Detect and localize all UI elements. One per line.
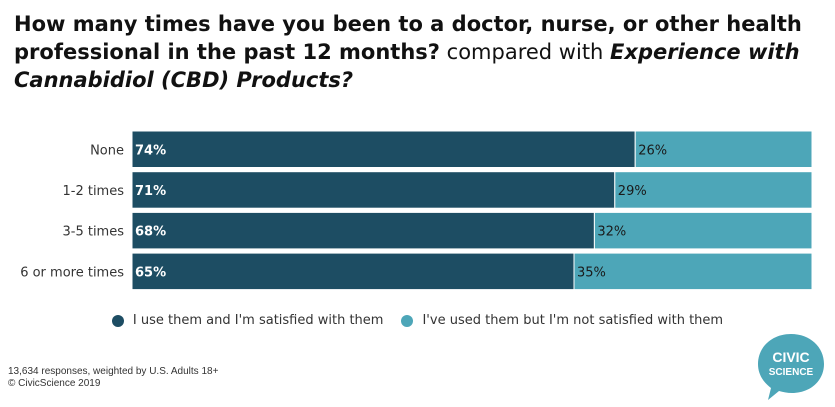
bar-satisfied <box>131 130 636 168</box>
title-variable: Experience with Cannabidiol (CBD) Produc… <box>14 40 800 92</box>
chart-title: How many times have you been to a doctor… <box>14 10 814 94</box>
stacked-bar-chart: None 74% 26% 1-2 times 71% 29% 3-5 times 68% 32%… <box>20 130 813 291</box>
data-label: 74% <box>135 143 166 158</box>
title-question: How many times have you been to a doctor… <box>14 12 802 64</box>
legend-item-satisfied: I use them and I'm satisfied with them <box>111 313 384 328</box>
bar-satisfied <box>131 252 575 291</box>
data-label: 65% <box>135 265 166 280</box>
logo-text-civic: CIVIC <box>772 349 809 365</box>
title-connector: compared with <box>446 40 604 64</box>
data-label: 68% <box>135 225 166 240</box>
legend-label-satisfied: I use them and I'm satisfied with them <box>132 313 384 328</box>
bar-not-satisfied <box>614 171 813 209</box>
logo-text-science: SCIENCE <box>769 367 814 378</box>
category-label: 6 or more times <box>20 265 124 280</box>
data-label: 26% <box>638 143 667 158</box>
category-label: None <box>90 143 124 158</box>
data-label: 71% <box>135 184 166 199</box>
legend-label-not-satisfied: I've used them but I'm not satisfied wit… <box>422 313 724 328</box>
legend: I use them and I'm satisfied with them I… <box>0 313 835 328</box>
legend-swatch-not-satisfied <box>401 314 414 327</box>
legend-swatch-satisfied <box>111 314 124 327</box>
bar-not-satisfied <box>573 252 813 291</box>
bar-not-satisfied <box>634 130 813 168</box>
civicscience-logo-icon: CIVIC SCIENCE <box>758 334 824 400</box>
bar-satisfied <box>131 211 595 250</box>
legend-item-not-satisfied: I've used them but I'm not satisfied wit… <box>401 313 723 328</box>
logo-bubble <box>758 334 824 400</box>
footer-copyright: © CivicScience 2019 <box>8 378 101 389</box>
category-label: 1-2 times <box>62 184 124 199</box>
bar-not-satisfied <box>593 211 813 250</box>
footer-responses: 13,634 responses, weighted by U.S. Adult… <box>8 366 219 377</box>
category-label: 3-5 times <box>62 225 124 240</box>
data-label: 35% <box>577 265 606 280</box>
data-label: 29% <box>618 184 647 199</box>
footer: 13,634 responses, weighted by U.S. Adult… <box>8 366 218 390</box>
bar-satisfied <box>131 171 616 209</box>
data-label: 32% <box>597 225 626 240</box>
